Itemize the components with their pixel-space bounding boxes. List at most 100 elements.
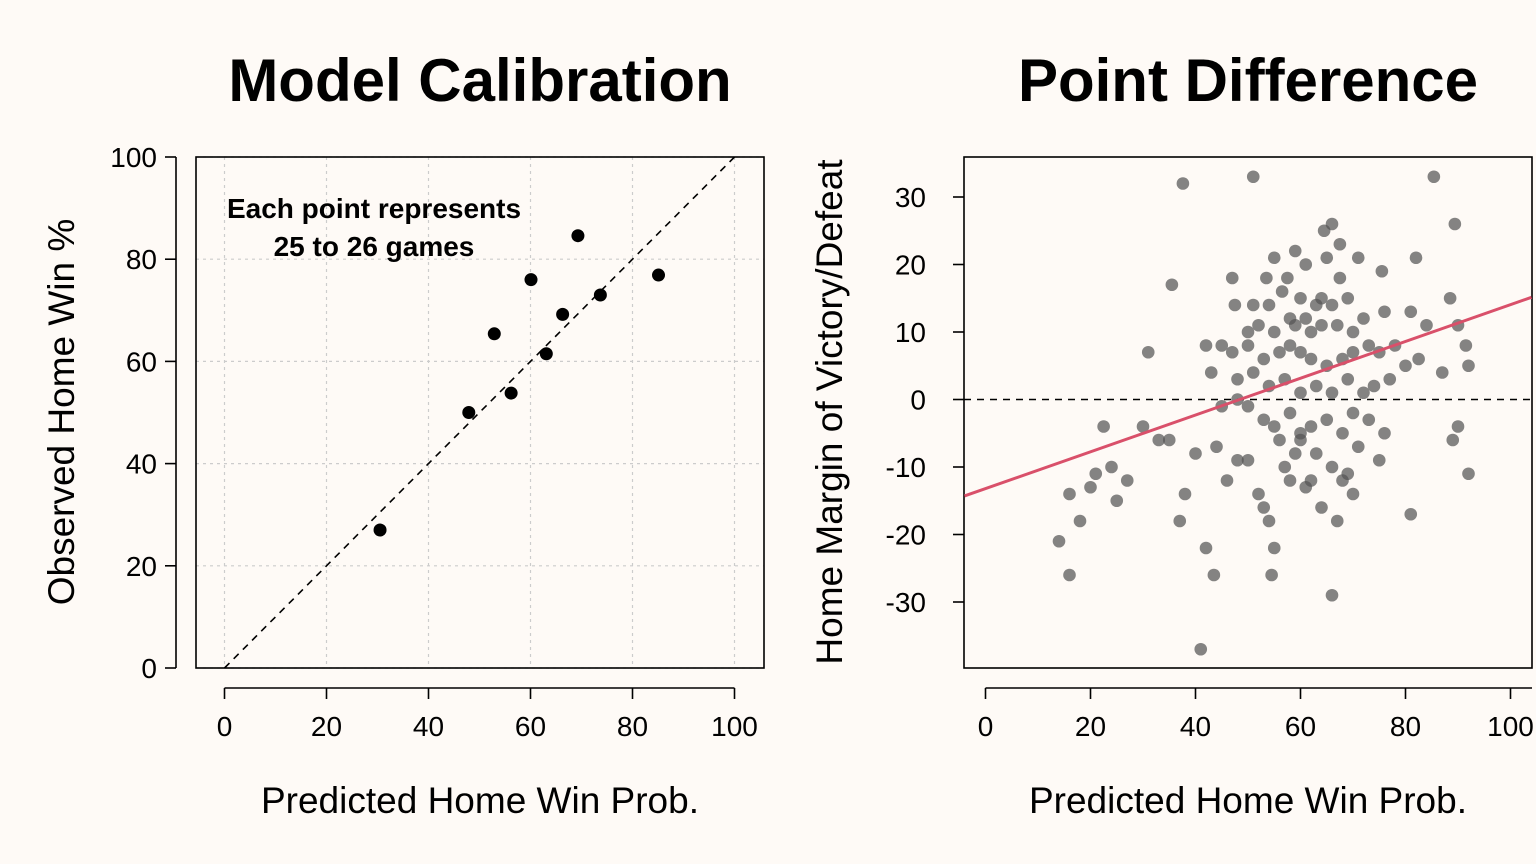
scatter-point xyxy=(1089,467,1103,481)
scatter-point xyxy=(1220,474,1234,487)
scatter-point xyxy=(1105,460,1118,474)
scatter-point xyxy=(1262,298,1276,312)
scatter-point xyxy=(1246,298,1260,312)
scatter-point xyxy=(1260,271,1273,285)
scatter-point xyxy=(1283,339,1297,352)
scatter-point xyxy=(1225,271,1239,285)
y-tick-label: -10 xyxy=(886,452,926,483)
calibration-point xyxy=(593,288,607,302)
scatter-point xyxy=(1362,339,1376,352)
x-tick-label: 80 xyxy=(617,711,648,742)
calibration-panel: Model Calibration 0 20 40 60 80 100 0 20 40 60 80 10… xyxy=(41,47,765,821)
scatter-point xyxy=(1299,258,1313,271)
x-tick-label: 20 xyxy=(311,711,342,742)
y-tick-label: 20 xyxy=(895,250,926,281)
scatter-point xyxy=(1320,413,1334,427)
scatter-point xyxy=(1427,170,1441,184)
plot-frame xyxy=(195,156,765,669)
calibration-point xyxy=(487,327,501,341)
scatter-point xyxy=(1357,386,1370,400)
scatter-point xyxy=(1325,460,1339,474)
scatter-point xyxy=(1294,291,1307,305)
scatter-point xyxy=(1325,298,1339,312)
y-axis-title: Home Margin of Victory/Defeat xyxy=(809,159,850,665)
calibration-point xyxy=(556,307,570,321)
scatter-point xyxy=(1346,325,1360,339)
scatter-point xyxy=(1399,359,1412,373)
scatter-point xyxy=(1241,325,1255,339)
y-tick-label: -20 xyxy=(886,520,926,551)
calibration-point xyxy=(571,229,585,243)
scatter-point xyxy=(1346,345,1360,359)
x-tick-label: 100 xyxy=(711,711,758,742)
scatter-point xyxy=(1304,474,1318,487)
y-tick-label: 0 xyxy=(141,653,157,684)
scatter-point xyxy=(1304,352,1318,366)
scatter-point xyxy=(1241,399,1255,413)
scatter-point xyxy=(1097,420,1110,433)
scatter-point xyxy=(1288,318,1302,332)
scatter-point xyxy=(1333,237,1347,251)
scatter-point xyxy=(1336,426,1349,440)
x-tick-label: 0 xyxy=(978,711,994,742)
scatter-point xyxy=(1317,224,1331,238)
scatter-point xyxy=(1262,514,1276,528)
scatter-point xyxy=(1294,345,1307,359)
scatter-point xyxy=(1459,339,1473,352)
scatter-point xyxy=(1294,433,1307,447)
scatter-point xyxy=(1267,420,1281,433)
chart-title: Model Calibration xyxy=(228,47,731,114)
scatter-point xyxy=(1194,642,1208,656)
scatter-point xyxy=(1375,264,1389,278)
scatter-point xyxy=(1176,177,1190,190)
scatter-point xyxy=(1241,339,1255,352)
scatter-point xyxy=(1412,352,1425,366)
calibration-point xyxy=(539,347,553,361)
scatter-point xyxy=(1231,453,1244,467)
scatter-point xyxy=(1178,487,1192,501)
scatter-point xyxy=(1063,568,1076,582)
scatter-point xyxy=(1231,372,1244,386)
scatter-point xyxy=(1225,345,1239,359)
regression-line xyxy=(964,295,1532,498)
scatter-point xyxy=(1383,372,1397,386)
scatter-point xyxy=(1341,372,1355,386)
scatter-point xyxy=(1451,420,1465,433)
scatter-point xyxy=(1362,413,1376,427)
x-tick-label: 60 xyxy=(1285,711,1316,742)
scatter-point xyxy=(1283,406,1297,420)
scatter-point xyxy=(1215,339,1229,352)
scatter-point xyxy=(1288,447,1302,460)
scatter-point xyxy=(1152,433,1166,447)
x-tick-label: 100 xyxy=(1487,711,1534,742)
scatter-point xyxy=(1162,433,1176,447)
annotation-line-2: 25 to 26 games xyxy=(274,231,475,262)
x-tick-label: 20 xyxy=(1075,711,1106,742)
scatter-point xyxy=(1267,541,1281,555)
scatter-point xyxy=(1351,440,1365,454)
scatter-point xyxy=(1246,170,1260,184)
plot-frame xyxy=(963,156,1533,669)
scatter-point xyxy=(1320,251,1334,265)
annotation-line-1: Each point represents xyxy=(227,193,521,224)
scatter-point xyxy=(1283,474,1297,487)
scatter-point xyxy=(1165,278,1179,292)
scatter-point xyxy=(1378,426,1391,440)
scatter-point xyxy=(1309,298,1323,312)
scatter-point xyxy=(1315,501,1328,514)
scatter-point xyxy=(1420,318,1433,332)
scatter-point xyxy=(1273,345,1286,359)
y-tick-label: 60 xyxy=(126,346,157,377)
reference-line xyxy=(223,156,736,669)
scatter-point xyxy=(1309,447,1323,460)
scatter-point xyxy=(1257,501,1271,514)
x-axis-title: Predicted Home Win Prob. xyxy=(1029,780,1467,821)
scatter-point xyxy=(1325,588,1339,602)
scatter-point xyxy=(1207,568,1221,582)
x-tick-label: 80 xyxy=(1390,711,1421,742)
scatter-point xyxy=(1281,271,1294,285)
scatter-point xyxy=(1378,305,1391,319)
scatter-point xyxy=(1257,413,1271,427)
scatter-point xyxy=(1294,386,1307,400)
